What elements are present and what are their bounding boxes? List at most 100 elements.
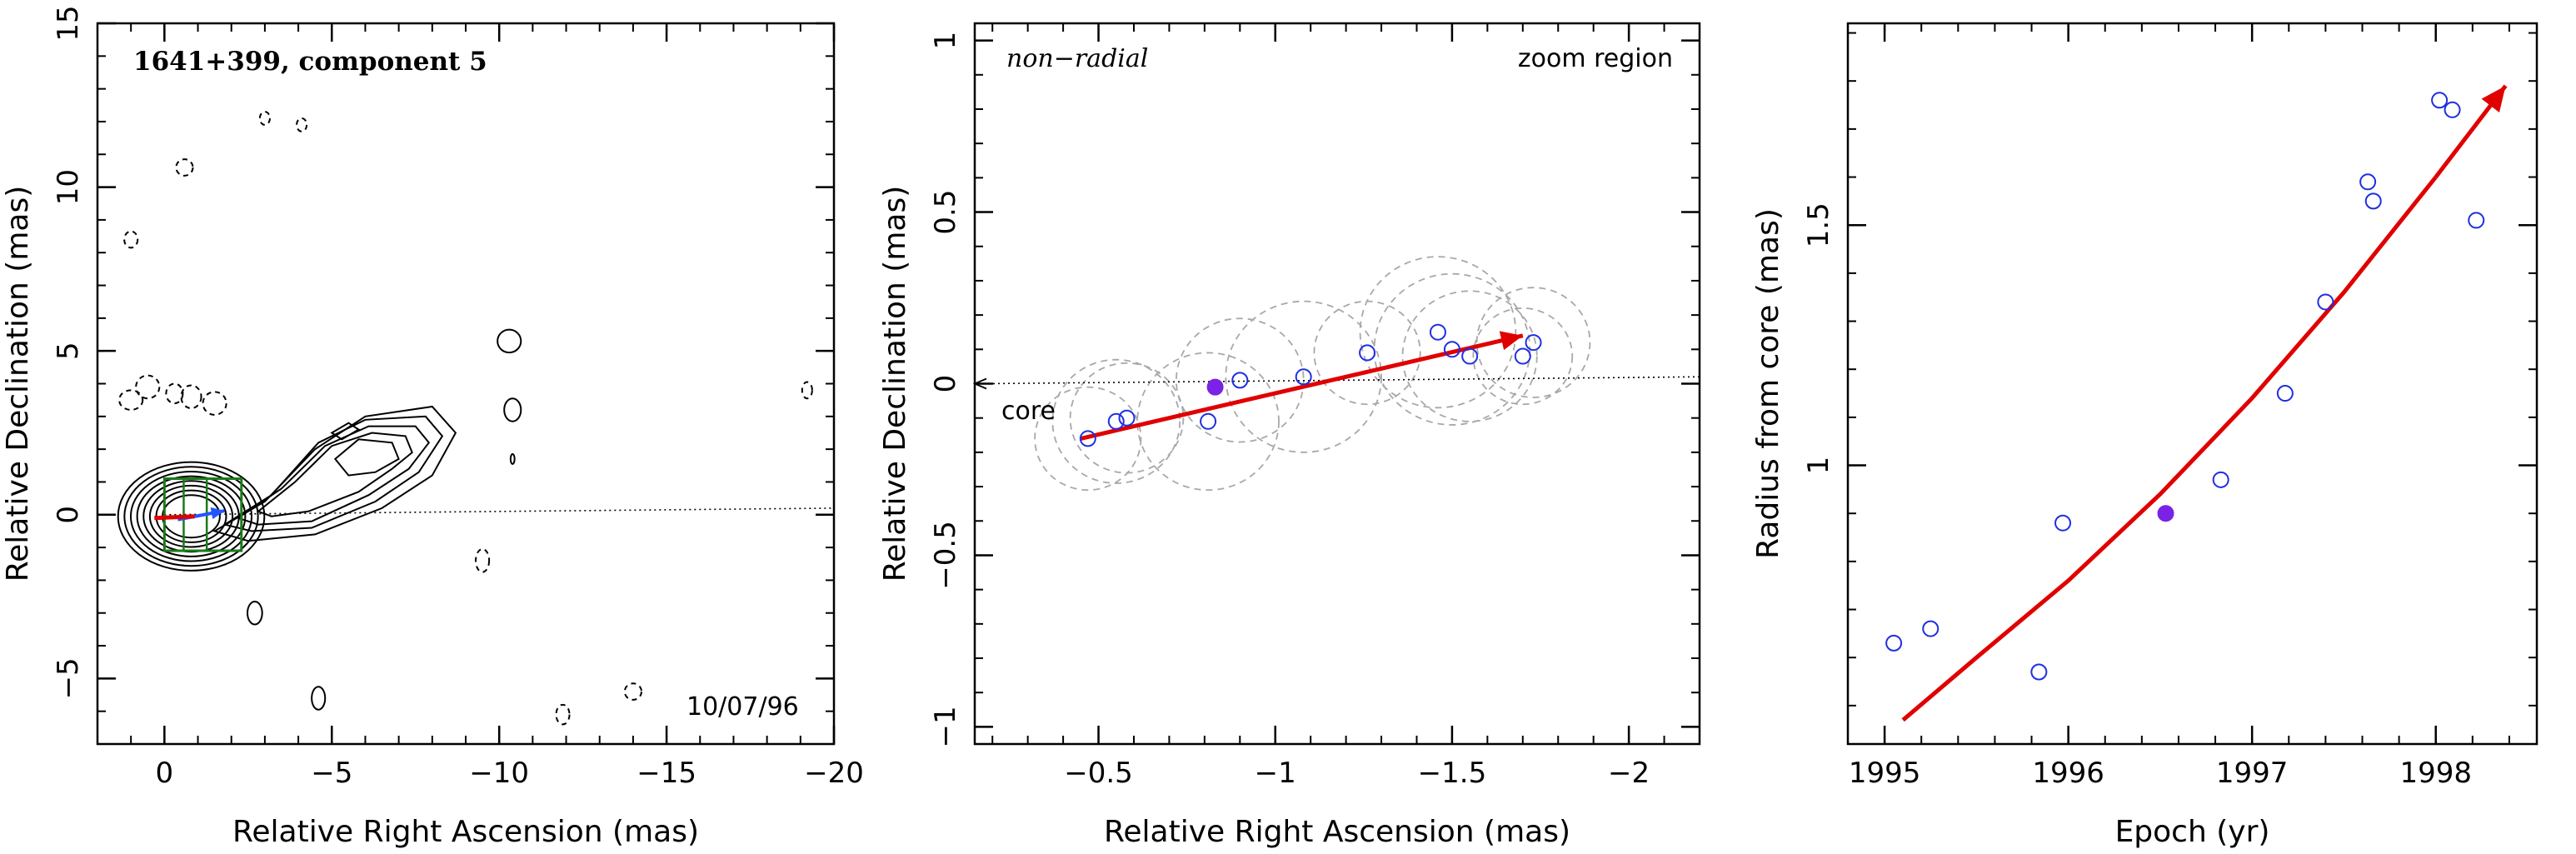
error-circle [1136, 352, 1280, 492]
error-circle [1475, 287, 1591, 398]
error-circle [1313, 300, 1421, 406]
p1-plot-frame [973, 22, 1701, 746]
data-point [1525, 334, 1542, 352]
p1-zoom-region-label: zoom region [1518, 44, 1673, 73]
y-tick-label: 1 [929, 32, 962, 50]
fit-curve-arrow-head [2481, 85, 2506, 112]
data-point [1231, 372, 1249, 389]
jet-contour [236, 425, 431, 526]
negative-contour [123, 230, 139, 249]
negative-contour [175, 158, 194, 177]
data-point [1443, 341, 1460, 358]
data-point [2444, 101, 2461, 118]
p0-x-axis-label: Relative Right Ascension (mas) [232, 815, 699, 849]
data-point [1461, 347, 1479, 365]
negative-contour [180, 384, 202, 409]
x-tick-label: −2 [1608, 757, 1650, 790]
data-point [2317, 293, 2334, 311]
negative-contour [165, 382, 184, 405]
y-tick-label: 0 [52, 506, 85, 524]
data-point [1107, 412, 1125, 430]
data-point [2212, 471, 2229, 488]
jet-contour [212, 405, 457, 542]
data-point [1922, 620, 1939, 637]
x-tick-label: 1996 [2032, 757, 2104, 790]
p0-plot-frame [96, 22, 836, 746]
negative-contour [801, 381, 813, 400]
x-tick-label: −5 [311, 757, 352, 790]
p0-clipped-marks [117, 111, 834, 726]
core-contour [117, 461, 266, 572]
x-tick-label: −1.5 [1418, 757, 1487, 790]
data-point [2468, 212, 2485, 229]
positive-contour [497, 328, 522, 354]
fit-curve [1901, 175, 2438, 722]
positive-contour [311, 686, 327, 711]
data-point [1200, 412, 1217, 430]
data-point-filled [1206, 378, 1224, 396]
red-motion-mark [154, 514, 195, 521]
y-tick-label: 5 [52, 342, 85, 360]
motion-vector-head [210, 507, 225, 520]
positive-contour [509, 453, 516, 465]
x-tick-label: −20 [804, 757, 864, 790]
core-contour [123, 466, 259, 567]
data-point [2030, 663, 2048, 681]
core-contour [129, 470, 253, 562]
jet-contour [222, 415, 444, 532]
y-tick-label: 0.5 [929, 190, 962, 235]
error-circle [1401, 290, 1538, 422]
data-point [2276, 385, 2294, 402]
p2-plot-frame [1846, 22, 2539, 746]
data-point [1514, 347, 1531, 365]
negative-contour [135, 374, 161, 400]
x-tick-label: 1998 [2399, 757, 2472, 790]
error-circle [1034, 386, 1142, 492]
y-tick-label: −0.5 [929, 521, 962, 590]
p1-y-axis-label: Relative Declination (mas) [878, 186, 912, 582]
y-tick-label: −5 [52, 657, 85, 699]
positive-contour [247, 600, 263, 626]
zoom-box [162, 477, 243, 552]
fit-arrow-head [1499, 331, 1523, 351]
p0-title: 1641+399, component 5 [133, 47, 487, 77]
negative-contour [118, 389, 144, 411]
jet-contour [333, 438, 400, 477]
negative-contour [475, 548, 491, 573]
p2-x-axis-label: Epoch (yr) [2115, 815, 2270, 849]
x-tick-label: 0 [156, 757, 174, 790]
y-tick-label: 10 [52, 169, 85, 205]
y-tick-label: −1 [929, 706, 962, 747]
negative-contour [623, 682, 642, 701]
data-point [2054, 514, 2072, 532]
y-tick-label: 15 [52, 5, 85, 41]
negative-contour [258, 111, 271, 126]
negative-contour [202, 391, 227, 416]
jet-contour [330, 422, 361, 441]
p0-date-label: 10/07/96 [686, 692, 799, 722]
positive-contour [503, 397, 522, 422]
p1-ticks: −0.5 −1 −1.5 −2 −1 −0.5 0 0.5 1 [929, 23, 1700, 790]
error-circle [1069, 362, 1185, 474]
x-tick-label: 1995 [1849, 757, 1921, 790]
p1-marks [972, 256, 1700, 492]
p2-ticks: 1995 1996 1997 1998 1 1.5 [1802, 23, 2537, 790]
data-point [2431, 92, 2449, 109]
data-point [2359, 173, 2377, 191]
core-contour [148, 484, 234, 548]
error-circle [1472, 307, 1574, 406]
p0-ticks: 0 −5 −10 −15 −20 −5 0 5 10 15 [52, 5, 864, 790]
data-point [1429, 323, 1446, 341]
fit-arrow-shaft [1080, 333, 1524, 441]
x-tick-label: −15 [637, 757, 696, 790]
p2-y-axis-label: Radius from core (mas) [1751, 208, 1785, 559]
p0-y-axis-label: Relative Declination (mas) [1, 186, 35, 582]
x-tick-label: −1 [1255, 757, 1296, 790]
x-tick-label: 1997 [2216, 757, 2289, 790]
data-point [1079, 430, 1096, 447]
negative-contour [296, 117, 308, 132]
y-tick-label: 1.5 [1802, 202, 1835, 247]
radial-direction-line [164, 507, 834, 516]
jet-contour [256, 432, 413, 517]
